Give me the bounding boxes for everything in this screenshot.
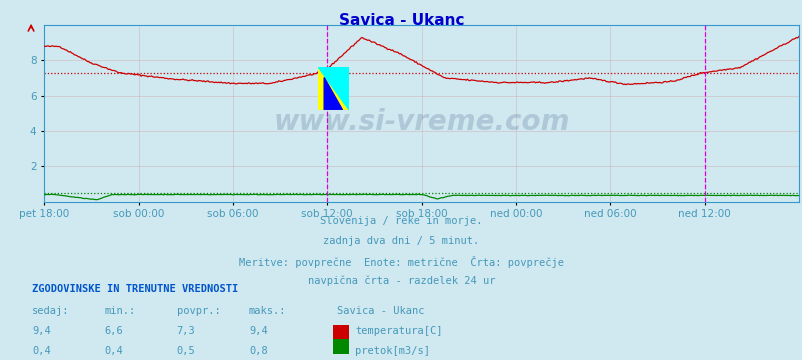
Text: ZGODOVINSKE IN TRENUTNE VREDNOSTI: ZGODOVINSKE IN TRENUTNE VREDNOSTI: [32, 284, 238, 294]
Text: 7,3: 7,3: [176, 326, 195, 336]
Text: 9,4: 9,4: [32, 326, 51, 336]
Text: 9,4: 9,4: [249, 326, 267, 336]
Text: Savica - Ukanc: Savica - Ukanc: [337, 306, 424, 316]
Text: Slovenija / reke in morje.: Slovenija / reke in morje.: [320, 216, 482, 226]
Text: zadnja dva dni / 5 minut.: zadnja dva dni / 5 minut.: [323, 236, 479, 246]
Text: 0,5: 0,5: [176, 346, 195, 356]
Text: Meritve: povprečne  Enote: metrične  Črta: povprečje: Meritve: povprečne Enote: metrične Črta:…: [239, 256, 563, 267]
Text: navpična črta - razdelek 24 ur: navpična črta - razdelek 24 ur: [307, 275, 495, 286]
Text: povpr.:: povpr.:: [176, 306, 220, 316]
Text: www.si-vreme.com: www.si-vreme.com: [273, 108, 569, 136]
Text: 6,6: 6,6: [104, 326, 123, 336]
Text: sedaj:: sedaj:: [32, 306, 70, 316]
Text: Savica - Ukanc: Savica - Ukanc: [338, 13, 464, 28]
Polygon shape: [324, 77, 342, 110]
Text: temperatura[C]: temperatura[C]: [354, 326, 442, 336]
Text: 0,8: 0,8: [249, 346, 267, 356]
Text: maks.:: maks.:: [249, 306, 286, 316]
Text: 0,4: 0,4: [104, 346, 123, 356]
Text: 0,4: 0,4: [32, 346, 51, 356]
Polygon shape: [318, 67, 348, 110]
Polygon shape: [318, 67, 348, 110]
Text: min.:: min.:: [104, 306, 136, 316]
Text: pretok[m3/s]: pretok[m3/s]: [354, 346, 429, 356]
